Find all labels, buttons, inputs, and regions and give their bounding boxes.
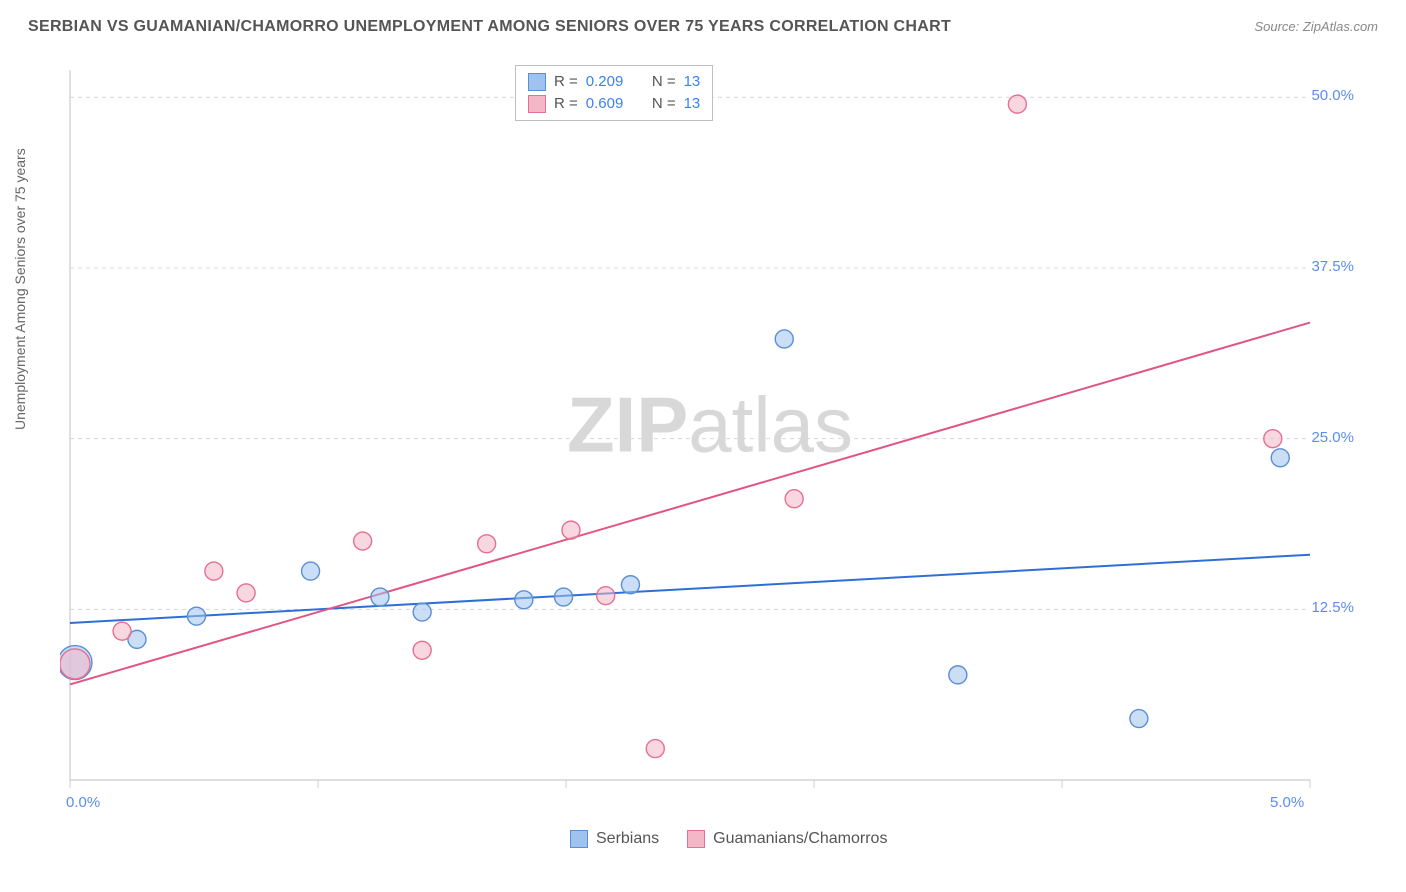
data-point [237, 584, 255, 602]
y-tick-label: 25.0% [1311, 429, 1354, 446]
legend-item-label: Serbians [596, 830, 659, 848]
data-point [785, 490, 803, 508]
data-point [515, 591, 533, 609]
correlation-legend: R = 0.209 N = 13R = 0.609 N = 13 [515, 65, 713, 121]
scatter-chart: ZIPatlas R = 0.209 N = 13R = 0.609 N = 1… [60, 60, 1360, 820]
data-point [60, 649, 90, 679]
source-attribution: Source: ZipAtlas.com [1254, 19, 1378, 34]
data-point [478, 535, 496, 553]
data-point [1130, 710, 1148, 728]
data-point [354, 532, 372, 550]
y-tick-label: 12.5% [1311, 599, 1354, 616]
legend-row: R = 0.209 N = 13 [528, 71, 700, 93]
x-tick-label: 5.0% [1270, 794, 1304, 811]
legend-row: R = 0.609 N = 13 [528, 93, 700, 115]
y-axis-label: Unemployment Among Seniors over 75 years [12, 148, 28, 430]
y-tick-label: 50.0% [1311, 87, 1354, 104]
y-tick-label: 37.5% [1311, 258, 1354, 275]
legend-r-value: 0.609 [586, 93, 624, 115]
data-point [187, 607, 205, 625]
data-point [555, 588, 573, 606]
data-point [646, 740, 664, 758]
legend-r-value: 0.209 [586, 71, 624, 93]
trend-line [70, 323, 1310, 685]
legend-swatch [687, 830, 705, 848]
data-point [1271, 449, 1289, 467]
data-point [205, 562, 223, 580]
legend-swatch [570, 830, 588, 848]
legend-r-label: R = [554, 71, 578, 93]
data-point [1008, 95, 1026, 113]
legend-swatch [528, 95, 546, 113]
legend-n-label: N = [652, 71, 676, 93]
data-point [113, 622, 131, 640]
legend-r-label: R = [554, 93, 578, 115]
data-point [302, 562, 320, 580]
chart-title: SERBIAN VS GUAMANIAN/CHAMORRO UNEMPLOYME… [28, 18, 951, 36]
legend-item: Serbians [570, 830, 659, 848]
legend-item-label: Guamanians/Chamorros [713, 830, 887, 848]
legend-item: Guamanians/Chamorros [687, 830, 887, 848]
legend-n-value: 13 [684, 71, 701, 93]
data-point [413, 641, 431, 659]
legend-n-value: 13 [684, 93, 701, 115]
data-point [371, 588, 389, 606]
data-point [949, 666, 967, 684]
data-point [1264, 430, 1282, 448]
chart-svg [60, 60, 1360, 820]
data-point [775, 330, 793, 348]
legend-swatch [528, 73, 546, 91]
data-point [413, 603, 431, 621]
series-legend: Serbians Guamanians/Chamorros [570, 830, 887, 848]
x-tick-label: 0.0% [66, 794, 100, 811]
legend-n-label: N = [652, 93, 676, 115]
data-point [562, 521, 580, 539]
data-point [621, 576, 639, 594]
trend-line [70, 555, 1310, 623]
data-point [597, 587, 615, 605]
